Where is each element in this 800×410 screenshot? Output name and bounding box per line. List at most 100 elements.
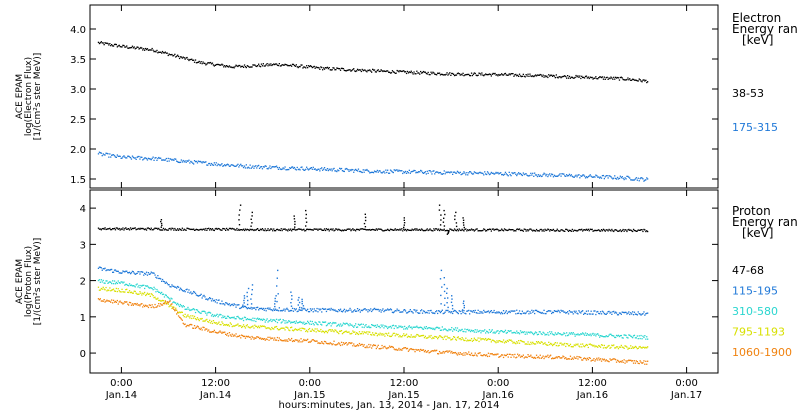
data-point bbox=[500, 229, 502, 232]
data-point bbox=[132, 285, 134, 287]
data-point bbox=[164, 282, 166, 284]
data-point bbox=[389, 335, 392, 338]
data-point bbox=[632, 314, 635, 316]
data-point bbox=[253, 167, 255, 169]
data-point bbox=[309, 65, 312, 67]
data-point bbox=[195, 309, 198, 311]
data-point bbox=[631, 347, 633, 349]
data-point bbox=[594, 176, 596, 178]
data-point bbox=[206, 164, 208, 166]
data-point bbox=[156, 298, 158, 300]
data-point bbox=[587, 358, 589, 361]
data-point bbox=[444, 311, 446, 313]
data-point bbox=[618, 361, 621, 363]
data-point bbox=[468, 330, 470, 332]
data-point bbox=[422, 334, 425, 337]
data-point bbox=[385, 229, 387, 231]
spike-point bbox=[247, 287, 250, 290]
data-point bbox=[447, 74, 449, 76]
data-point bbox=[131, 303, 134, 305]
data-point bbox=[263, 65, 265, 67]
data-point bbox=[192, 327, 194, 329]
data-point bbox=[121, 46, 123, 48]
data-point bbox=[625, 178, 627, 180]
data-point bbox=[554, 230, 556, 232]
data-point bbox=[451, 229, 453, 231]
data-point bbox=[218, 164, 220, 166]
data-point bbox=[197, 310, 199, 313]
data-point bbox=[142, 292, 144, 294]
data-point bbox=[154, 274, 156, 276]
data-point bbox=[517, 228, 519, 230]
data-point bbox=[575, 343, 577, 345]
data-point bbox=[620, 177, 622, 179]
data-point bbox=[480, 339, 482, 341]
data-point bbox=[214, 228, 216, 230]
data-point bbox=[311, 66, 313, 69]
data-point bbox=[497, 312, 499, 314]
data-point bbox=[114, 283, 117, 285]
data-point bbox=[585, 310, 588, 312]
data-point bbox=[440, 352, 442, 354]
data-point bbox=[394, 325, 396, 327]
data-point bbox=[501, 73, 503, 75]
data-point bbox=[520, 75, 523, 78]
data-point bbox=[534, 312, 536, 315]
spike-point bbox=[247, 299, 249, 302]
data-point bbox=[588, 313, 590, 315]
data-point bbox=[584, 332, 587, 334]
data-point bbox=[404, 170, 407, 173]
data-point bbox=[219, 302, 221, 305]
data-point bbox=[533, 175, 535, 177]
data-point bbox=[227, 66, 230, 68]
data-point bbox=[326, 324, 329, 326]
proton-ylabel-line: log(Proton Flux) bbox=[24, 246, 34, 317]
data-point bbox=[583, 175, 586, 177]
data-point bbox=[153, 286, 155, 288]
data-point bbox=[571, 228, 573, 231]
data-point bbox=[121, 157, 123, 159]
data-point bbox=[236, 227, 238, 230]
data-point bbox=[108, 228, 110, 230]
data-point bbox=[560, 357, 562, 359]
data-point bbox=[521, 355, 523, 358]
data-point bbox=[434, 229, 436, 231]
data-point bbox=[172, 158, 174, 161]
data-point bbox=[528, 75, 530, 77]
data-point bbox=[421, 335, 423, 337]
data-point bbox=[247, 166, 249, 168]
data-point bbox=[171, 307, 173, 310]
data-point bbox=[639, 313, 641, 315]
data-point bbox=[353, 68, 355, 70]
data-point bbox=[381, 333, 383, 335]
data-point bbox=[464, 339, 466, 342]
data-point bbox=[622, 311, 624, 313]
data-point bbox=[295, 229, 297, 231]
data-point bbox=[383, 230, 385, 232]
data-point bbox=[427, 327, 429, 329]
data-point bbox=[599, 76, 601, 78]
data-point bbox=[172, 227, 174, 230]
data-point bbox=[390, 72, 393, 74]
data-point bbox=[602, 174, 605, 177]
data-point bbox=[597, 346, 599, 348]
data-point bbox=[348, 69, 350, 71]
data-point bbox=[354, 229, 356, 231]
data-point bbox=[613, 310, 615, 313]
data-point bbox=[619, 346, 621, 348]
data-point bbox=[360, 228, 362, 230]
data-point bbox=[361, 331, 363, 333]
data-point bbox=[240, 66, 242, 68]
data-point bbox=[580, 333, 582, 335]
data-point bbox=[461, 310, 463, 312]
data-point bbox=[310, 330, 312, 332]
data-point bbox=[106, 152, 108, 155]
data-point bbox=[167, 284, 169, 286]
data-point bbox=[276, 64, 279, 66]
data-point bbox=[250, 229, 252, 231]
spike-point bbox=[455, 225, 458, 228]
data-point bbox=[420, 229, 422, 231]
data-point bbox=[373, 69, 376, 71]
data-point bbox=[198, 229, 200, 231]
data-point bbox=[205, 161, 207, 163]
